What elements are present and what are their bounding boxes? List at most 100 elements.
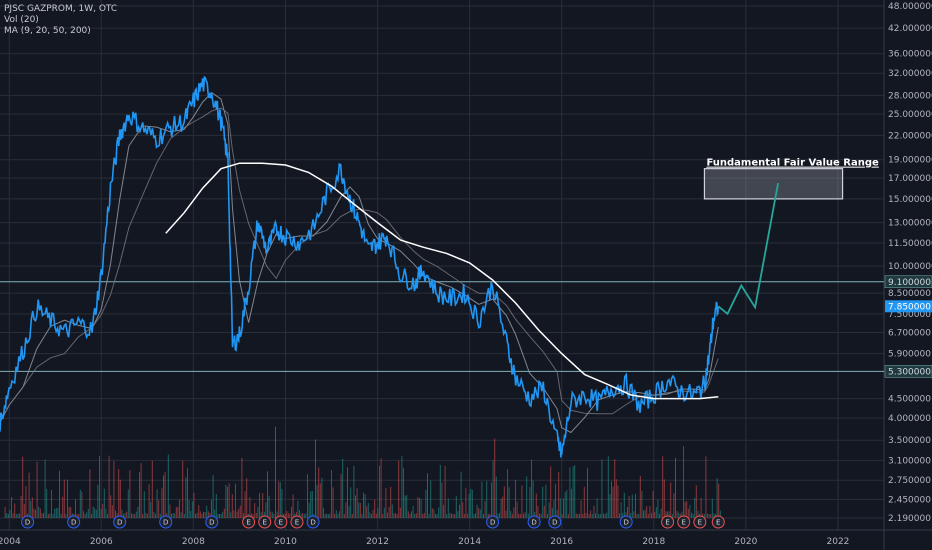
- ma-20-line: [0, 91, 719, 434]
- volume-bar: [33, 508, 35, 518]
- volume-bar: [675, 457, 677, 518]
- volume-bar: [422, 513, 424, 518]
- volume-bar: [687, 508, 689, 518]
- volume-bar: [583, 486, 585, 518]
- earnings-marker[interactable]: [677, 515, 691, 529]
- volume-bar: [70, 507, 72, 518]
- volume-bar: [225, 484, 227, 518]
- volume-bar: [350, 487, 352, 518]
- volume-bar: [718, 483, 720, 518]
- volume-bar: [599, 513, 601, 518]
- y-tick-label: 10.000000: [888, 262, 932, 272]
- dividend-marker[interactable]: [205, 515, 219, 529]
- earnings-marker[interactable]: [258, 515, 272, 529]
- volume-bar: [452, 513, 454, 518]
- y-tick-label: 4.500000: [888, 395, 931, 405]
- volume-bar: [214, 509, 216, 518]
- volume-bar: [612, 486, 614, 518]
- volume-bar: [286, 510, 288, 518]
- volume-bar: [201, 513, 203, 518]
- volume-bar: [476, 504, 478, 518]
- volume-bar: [398, 460, 400, 518]
- earnings-marker[interactable]: [711, 515, 725, 529]
- volume-bar: [283, 513, 285, 518]
- volume-bar: [292, 494, 294, 518]
- volume-bar: [300, 513, 302, 518]
- volume-bar: [188, 500, 190, 518]
- dividend-marker[interactable]: [21, 515, 35, 529]
- event-marker-label: D: [71, 519, 76, 527]
- dividend-marker[interactable]: [159, 515, 173, 529]
- volume-bar: [396, 513, 398, 518]
- dividend-marker[interactable]: [113, 515, 127, 529]
- dividend-marker[interactable]: [548, 515, 562, 529]
- volume-bar: [438, 507, 440, 518]
- volume-bar: [68, 506, 70, 518]
- volume-bar: [131, 513, 133, 518]
- price-line[interactable]: [0, 75, 720, 458]
- y-tick-label: 15.000000: [888, 195, 932, 205]
- volume-bar: [689, 505, 691, 518]
- y-tick-label: 3.100000: [888, 456, 931, 466]
- volume-bar: [35, 509, 37, 518]
- volume-bar: [419, 498, 421, 518]
- volume-bar: [297, 500, 299, 518]
- volume-bar: [393, 513, 395, 518]
- volume-bar: [113, 460, 115, 518]
- dividend-marker[interactable]: [619, 515, 633, 529]
- volume-bar: [678, 512, 680, 518]
- volume-bar: [487, 513, 489, 518]
- earnings-marker[interactable]: [242, 515, 256, 529]
- volume-bar: [411, 511, 413, 518]
- event-marker-label: E: [246, 519, 250, 527]
- ma-50-line: [0, 107, 719, 423]
- volume-bar: [206, 505, 208, 518]
- ma-indicator-label[interactable]: MA (9, 20, 50, 200): [4, 26, 91, 36]
- volume-bar: [140, 463, 142, 518]
- volume-bar: [606, 512, 608, 518]
- earnings-marker[interactable]: [693, 515, 707, 529]
- dividend-marker[interactable]: [486, 515, 500, 529]
- dividend-marker[interactable]: [527, 515, 541, 529]
- fair-value-box[interactable]: [703, 168, 844, 200]
- dividend-marker[interactable]: [306, 515, 320, 529]
- earnings-marker[interactable]: [290, 515, 304, 529]
- volume-bar: [195, 513, 197, 518]
- volume-bar: [335, 510, 337, 518]
- volume-bar: [404, 495, 406, 518]
- volume-bar: [20, 495, 22, 518]
- volume-bar: [563, 498, 565, 518]
- volume-bar: [161, 488, 163, 518]
- earnings-marker[interactable]: [661, 515, 675, 529]
- volume-bar: [363, 492, 365, 518]
- volume-bar: [182, 460, 184, 518]
- volume-bar: [558, 472, 560, 518]
- projection-line[interactable]: [717, 182, 779, 316]
- volume-bar: [539, 513, 541, 518]
- volume-bar: [414, 514, 416, 518]
- dividend-marker[interactable]: [67, 515, 81, 529]
- event-marker-label: E: [263, 519, 267, 527]
- volume-bar: [660, 508, 662, 518]
- volume-bar: [67, 479, 69, 518]
- volume-bar: [420, 499, 422, 518]
- y-tick-label: 25.000000: [888, 110, 932, 120]
- volume-bar: [403, 467, 405, 518]
- volume-indicator-label[interactable]: Vol (20): [4, 15, 39, 25]
- volume-bar: [177, 507, 179, 518]
- volume-bar: [228, 483, 230, 518]
- volume-bar: [137, 506, 139, 518]
- volume-bar: [527, 513, 529, 518]
- earnings-marker[interactable]: [274, 515, 288, 529]
- volume-bar: [491, 482, 493, 518]
- volume-bar: [135, 511, 137, 518]
- volume-bar: [62, 496, 64, 518]
- volume-bar: [595, 513, 597, 518]
- volume-bar: [417, 497, 419, 518]
- volume-bar: [415, 513, 417, 518]
- volume-bar: [169, 504, 171, 518]
- volume-bar: [670, 482, 672, 518]
- volume-bar: [302, 513, 304, 518]
- volume-bar: [574, 465, 576, 518]
